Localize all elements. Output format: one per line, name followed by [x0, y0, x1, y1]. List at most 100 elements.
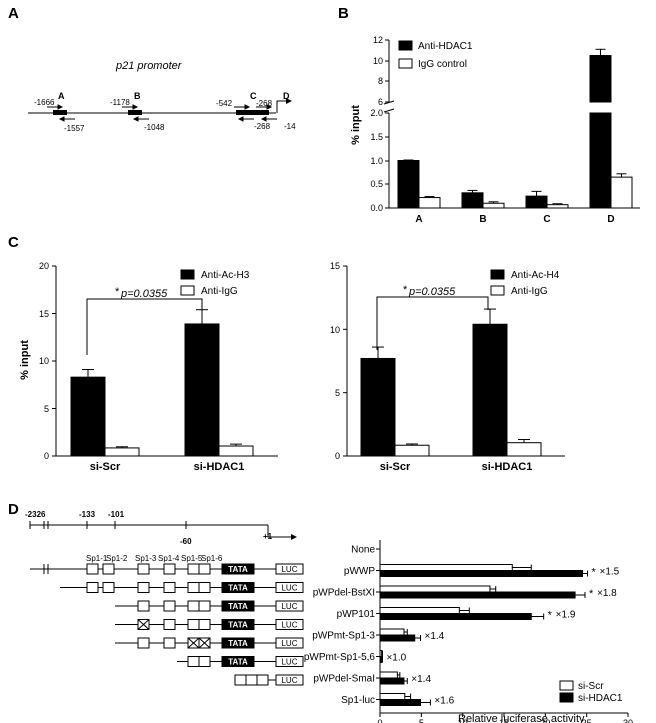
x-tick-label-d-5: 5 [419, 718, 424, 723]
bar-b-C-0 [525, 195, 548, 209]
bars-b [397, 48, 633, 209]
sp1-site-box [86, 563, 99, 575]
bar-c2-si-Scr-1 [394, 444, 430, 457]
tata-label: TATA [228, 584, 248, 593]
sig-star-c2: * [403, 284, 408, 296]
legend-anti-igg-c1: Anti-IgG [201, 286, 238, 297]
sig-star-c1: * [115, 286, 120, 298]
x-category-b-B: B [479, 214, 486, 225]
tata-box [221, 637, 255, 649]
bar-c1-si-HDAC1-0 [184, 323, 220, 457]
panel-label-d: D [8, 501, 19, 518]
sp1-site-box [137, 563, 150, 575]
sig-star-d-2: * [589, 588, 594, 600]
x-axis-label-d: Relative luciferase activity [458, 713, 585, 723]
site-label-sp1-1: Sp1-1 [86, 554, 108, 563]
p-value-c1: p=0.0355 [120, 288, 168, 300]
y-tick-c1-10: 10 [39, 356, 49, 366]
luc-box [275, 619, 304, 630]
fold-label-d-3: ×1.9 [556, 610, 576, 621]
x-tick-label-d-25: 25 [582, 718, 592, 723]
x-ticks-d: 0 5 10 15 20 25 30 [377, 713, 633, 723]
tss-arrow-d-icon [267, 525, 294, 538]
luc-label: LUC [281, 602, 297, 611]
pos-268-top: -268 [256, 99, 273, 108]
bar-c2-si-HDAC1-0 [472, 323, 508, 457]
bar-c2-si-HDAC1-1 [506, 442, 542, 457]
x-categories-b: A B C D [415, 214, 614, 225]
legend-swatch-si-scr [559, 680, 574, 691]
panel-d-chart: 0 5 10 15 20 25 30 * ×1.5* ×1.8* ×1.9×1.4×1.0×1.4… [304, 540, 633, 723]
tata-box [221, 619, 255, 630]
bar-b-D-0-upper [589, 55, 612, 103]
sp1-site-box [102, 582, 115, 593]
panel-c: C 20 15 10 5 0 % input si-Scr si-HDAC1 * … [8, 234, 565, 473]
bar-d-5-1 [379, 656, 383, 663]
p-value-c2: p=0.0355 [408, 286, 456, 298]
tata-label: TATA [228, 565, 248, 574]
region-d-label: D [283, 91, 290, 101]
pos-1557: -1557 [64, 124, 85, 133]
x-category-c1-si-HDAC1: si-HDAC1 [194, 461, 245, 473]
bar-d-4-0 [379, 628, 405, 636]
sp1-site-box [137, 637, 150, 649]
pos-2326: -2326 [25, 510, 46, 519]
luc-label: LUC [281, 658, 297, 667]
y-tick-c2-15: 15 [330, 261, 340, 271]
y-category-d-0: None [351, 545, 375, 556]
sp1-site-box [198, 656, 211, 667]
y-category-d-2: pWPdel-BstXI [313, 588, 375, 599]
sp1-site-box [256, 674, 269, 686]
y-tick-c2-0: 0 [335, 451, 340, 461]
y-tick-c1-5: 5 [44, 404, 49, 414]
sp1-site-box [187, 656, 200, 667]
pos-1666: -1666 [34, 98, 55, 107]
bar-d-6-1 [379, 677, 405, 685]
primer-arrows [47, 104, 277, 122]
bar-b-A-0 [397, 160, 420, 209]
legend-swatch-anti-ac-h4 [490, 269, 505, 280]
tata-box [221, 600, 255, 612]
sp1-site-box [187, 619, 200, 630]
fold-label-d-1: ×1.5 [599, 567, 619, 578]
sp1-site-box [163, 582, 176, 593]
legend-anti-ac-h4: Anti-Ac-H4 [511, 270, 560, 281]
tata-label: TATA [228, 639, 248, 648]
tata-box [221, 563, 255, 575]
bar-d-1-1 [379, 570, 584, 577]
legend-igg-control: IgG control [418, 59, 467, 70]
sp1-site-box [137, 582, 150, 593]
legend-swatch-igg-control [398, 58, 413, 69]
bar-d-5-0 [379, 650, 383, 657]
y-category-d-6: pWPdel-SmaI [313, 674, 375, 685]
fold-label-d-4: ×1.4 [425, 631, 445, 642]
sp1-site-box [198, 619, 211, 630]
site-label-sp1-6: Sp1-6 [201, 554, 223, 563]
y-tick-b-1.0: 1.0 [370, 156, 383, 166]
x-category-c2-si-Scr: si-Scr [380, 461, 411, 473]
bars-d: * ×1.5* ×1.8* ×1.9×1.4×1.0×1.4×1.6 [379, 564, 620, 707]
luciferase-constructs: TATA LUC TATA LUC TATA LUC TATA LUC TATA LUC TATA L… [30, 563, 304, 686]
x-category-b-A: A [415, 214, 422, 225]
pos-14: -14 [284, 122, 296, 131]
x-categories-c2: si-Scr si-HDAC1 [380, 461, 533, 473]
legend-swatch-anti-ac-h3 [180, 269, 195, 280]
luc-box [275, 637, 304, 649]
bar-b-C-1 [546, 204, 569, 209]
legend-anti-igg-c2: Anti-IgG [511, 286, 548, 297]
sp1-site-box [137, 600, 150, 612]
legend-swatch-anti-igg-c2 [490, 285, 505, 296]
y-tick-c1-0: 0 [44, 451, 49, 461]
bar-c1-si-Scr-1 [104, 447, 140, 457]
bar-c1-si-Scr-0 [70, 376, 106, 457]
panel-label-a: A [8, 5, 19, 22]
panel-label-c: C [8, 234, 19, 251]
fold-label-d-5: ×1.0 [386, 653, 406, 664]
region-a-label: A [58, 91, 65, 101]
significance-bracket-c1 [86, 298, 203, 355]
y-category-d-5: pWPmt-Sp1-5,6 [304, 652, 376, 663]
bar-d-4-1 [379, 634, 416, 642]
y-tick-b-10: 10 [373, 56, 383, 66]
y-tick-b-12: 12 [373, 35, 383, 45]
x-tick-label-d-20: 20 [540, 718, 550, 723]
